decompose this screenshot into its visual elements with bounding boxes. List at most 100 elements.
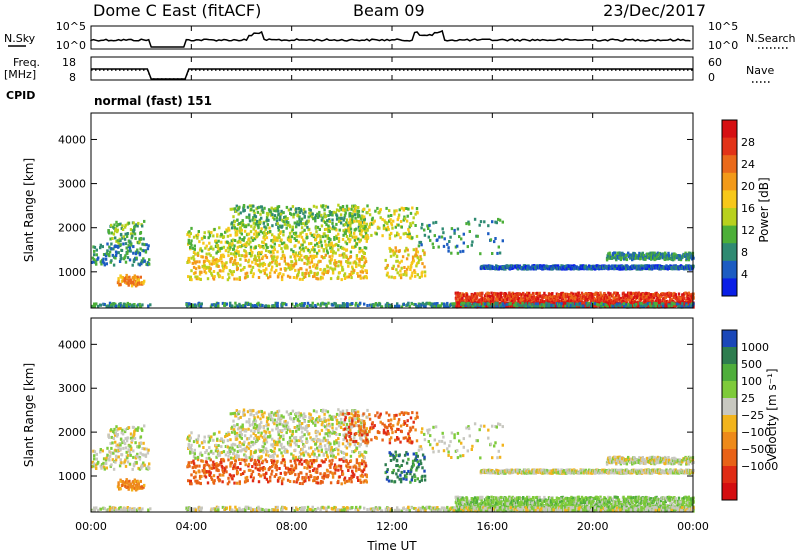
power-cell — [206, 259, 209, 262]
power-cell — [212, 277, 216, 281]
power-cell — [526, 291, 529, 295]
power-cell — [384, 220, 387, 224]
power-cell — [456, 251, 460, 255]
power-cell — [341, 237, 345, 241]
power-cell — [241, 238, 244, 241]
power-cell — [283, 220, 286, 224]
power-cell — [387, 227, 390, 231]
power-cell — [243, 249, 246, 253]
power-cell — [677, 257, 681, 261]
power-cell — [300, 302, 304, 306]
power-cell — [500, 296, 503, 300]
power-cell — [331, 271, 335, 275]
power-cell — [254, 258, 257, 262]
power-cell — [349, 273, 353, 277]
power-cell — [426, 224, 429, 228]
power-cell — [500, 298, 504, 302]
power-cell — [343, 209, 347, 213]
power-cell — [229, 233, 232, 237]
power-cell — [319, 235, 322, 238]
power-cell — [247, 264, 251, 268]
power-cell — [96, 304, 100, 308]
power-cell — [392, 219, 395, 223]
power-cell — [257, 224, 260, 228]
power-cell — [497, 301, 500, 305]
power-cell — [226, 241, 230, 245]
power-cell — [256, 302, 259, 306]
power-cell — [256, 219, 259, 223]
power-cell — [349, 233, 353, 237]
power-cell — [111, 237, 114, 240]
power-cell — [594, 267, 597, 271]
power-cell — [209, 305, 213, 309]
power-cell — [189, 232, 192, 236]
power-cell — [670, 258, 673, 261]
power-cell — [353, 269, 356, 273]
power-cell — [388, 209, 391, 213]
power-cell — [381, 234, 384, 238]
power-cell — [289, 255, 292, 259]
power-cell — [349, 218, 352, 222]
power-cell — [535, 291, 539, 295]
power-cell — [111, 253, 114, 257]
power-cell — [307, 271, 310, 275]
power-cell — [456, 291, 460, 295]
power-cell — [251, 275, 255, 279]
power-cell — [306, 301, 310, 305]
power-cell — [229, 207, 232, 211]
power-cell — [519, 292, 522, 296]
power-cell — [618, 264, 621, 268]
power-cell — [302, 207, 306, 211]
power-cell — [124, 254, 127, 258]
power-cell — [364, 225, 367, 228]
power-cell — [275, 209, 278, 213]
power-cell — [413, 274, 417, 278]
power-cell — [119, 243, 122, 247]
power-cell — [401, 255, 405, 259]
power-cell — [93, 253, 96, 257]
power-cell — [246, 274, 249, 278]
nsky-trace — [90, 29, 691, 48]
power-cell — [311, 212, 314, 216]
power-cell — [117, 251, 120, 255]
power-cell — [244, 301, 248, 305]
power-cell — [304, 275, 307, 279]
power-cell — [132, 282, 136, 286]
power-cell — [644, 299, 647, 303]
power-cell — [329, 238, 332, 242]
power-cell — [130, 236, 133, 240]
power-cell — [462, 232, 465, 236]
power-cell — [683, 297, 686, 301]
power-cell — [660, 295, 663, 299]
power-cell — [470, 243, 473, 247]
power-cell — [265, 226, 268, 230]
power-cell — [395, 209, 398, 213]
power-cell — [607, 301, 611, 305]
power-cell — [129, 281, 132, 285]
power-cell — [646, 267, 650, 270]
power-cell — [288, 239, 291, 243]
power-cell — [281, 250, 284, 254]
power-cell — [213, 258, 216, 262]
power-cell — [126, 304, 129, 308]
power-cell — [326, 219, 330, 223]
power-cell — [504, 298, 507, 301]
power-cell — [467, 220, 470, 224]
power-cell — [417, 244, 421, 248]
power-cell — [277, 226, 280, 229]
power-cell — [516, 267, 520, 271]
power-cell — [264, 228, 267, 231]
power-cell — [350, 221, 353, 225]
power-cell — [357, 215, 360, 219]
power-cell — [475, 305, 479, 309]
power-cell — [306, 262, 309, 266]
power-cell — [572, 292, 575, 296]
power-cell — [423, 274, 427, 278]
power-cell — [297, 223, 300, 227]
power-cell — [355, 262, 358, 265]
power-cell — [250, 268, 253, 272]
power-cell — [315, 254, 318, 258]
power-cell — [610, 267, 613, 271]
power-cell — [328, 259, 331, 263]
power-cell — [345, 229, 348, 233]
